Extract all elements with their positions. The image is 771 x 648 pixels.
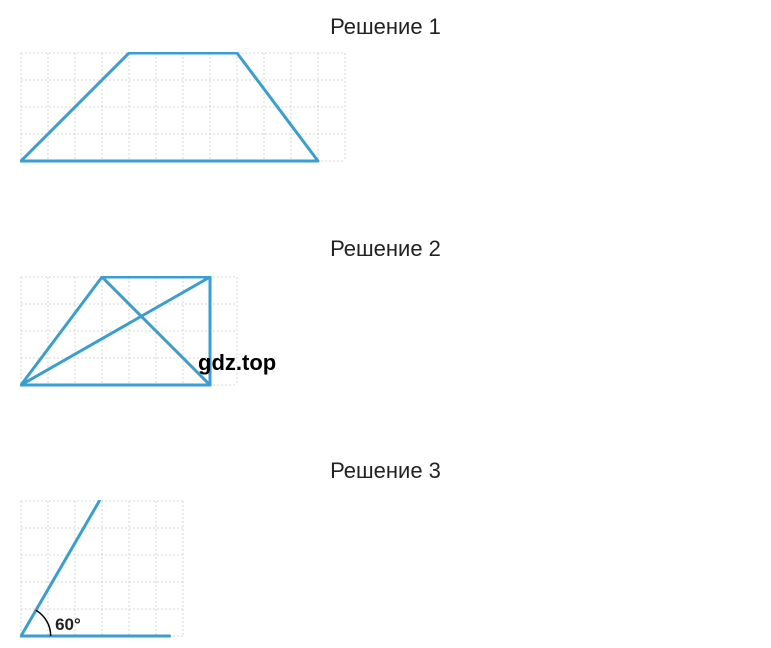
solution-3-title: Решение 3 [0, 458, 771, 484]
watermark-text: gdz.top [198, 350, 276, 376]
figure-3 [20, 500, 186, 639]
figure-1 [20, 52, 348, 164]
angle-label: 60° [55, 615, 81, 635]
solution-1-title: Решение 1 [0, 14, 771, 40]
solution-2-title: Решение 2 [0, 236, 771, 262]
